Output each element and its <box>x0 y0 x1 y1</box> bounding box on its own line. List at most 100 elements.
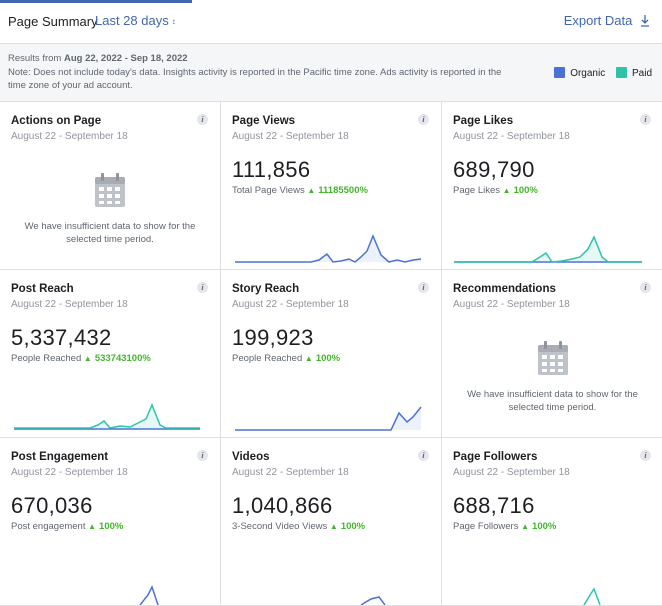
up-arrow-icon: ▲ <box>502 186 511 195</box>
caption-label: People Reached <box>232 353 303 364</box>
info-icon[interactable]: i <box>640 114 651 125</box>
card-date-range: August 22 - September 18 <box>232 131 349 142</box>
metric-caption: People Reached ▲ 100% <box>232 353 340 364</box>
card-date-range: August 22 - September 18 <box>453 467 570 478</box>
legend-organic: Organic <box>554 67 606 79</box>
export-data-label: Export Data <box>563 13 633 28</box>
metric-caption: Page Followers ▲ 100% <box>453 521 556 532</box>
top-bar: Page Summary Last 28 days ↕ Export Data <box>0 0 662 44</box>
card-title: Recommendations <box>453 283 556 295</box>
card-recommendations[interactable]: Recommendations August 22 - September 18… <box>442 270 662 438</box>
info-icon[interactable]: i <box>418 450 429 461</box>
caption-label: Page Followers <box>453 521 519 532</box>
info-icon[interactable]: i <box>418 282 429 293</box>
paid-swatch <box>615 67 627 78</box>
legend-paid: Paid <box>615 67 652 79</box>
paid-area <box>454 237 642 262</box>
caption-label: People Reached <box>11 353 82 364</box>
card-title: Page Followers <box>453 451 538 463</box>
info-icon[interactable]: i <box>418 114 429 125</box>
sparkline-chart <box>583 587 601 605</box>
insufficient-data-message: We have insufficient data to show for th… <box>442 388 662 414</box>
date-range-dropdown[interactable]: Last 28 days ↕ <box>95 13 176 28</box>
card-date-range: August 22 - September 18 <box>11 299 128 310</box>
metric-caption: Post engagement ▲ 100% <box>11 521 123 532</box>
info-icon[interactable]: i <box>640 450 651 461</box>
sparkline-chart <box>235 406 422 431</box>
active-tab-indicator <box>0 0 192 3</box>
metric-caption: 3-Second Video Views ▲ 100% <box>232 521 365 532</box>
dropdown-arrows-icon: ↕ <box>171 17 176 26</box>
info-icon[interactable]: i <box>197 450 208 461</box>
card-title: Actions on Page <box>11 115 102 127</box>
info-bar: Results from Aug 22, 2022 - Sep 18, 2022… <box>0 44 662 102</box>
metric-value: 111,856 <box>232 157 311 182</box>
empty-line-1: We have insufficient data to show for th… <box>24 221 196 232</box>
export-data-link[interactable]: Export Data <box>564 13 650 28</box>
sparkline-chart <box>139 585 159 605</box>
paid-line <box>14 403 200 429</box>
organic-line <box>360 596 386 605</box>
card-title: Page Views <box>232 115 296 127</box>
sparkline-chart <box>454 235 642 263</box>
card-post-engagement[interactable]: Post Engagement August 22 - September 18… <box>0 438 221 606</box>
card-story-reach[interactable]: Story Reach August 22 - September 18 i 1… <box>221 270 442 438</box>
sparkline-chart <box>235 234 422 263</box>
legend-organic-label: Organic <box>570 68 606 79</box>
organic-swatch <box>554 67 566 78</box>
date-range-label: Last 28 days <box>95 13 169 28</box>
up-arrow-icon: ▲ <box>83 354 92 363</box>
metric-value: 5,337,432 <box>11 325 112 350</box>
metric-delta: 100% <box>532 521 557 532</box>
metric-value: 670,036 <box>11 493 93 518</box>
metric-delta: 100% <box>340 521 366 532</box>
paid-line <box>454 235 642 263</box>
info-icon[interactable]: i <box>640 282 651 293</box>
paid-line <box>583 587 601 605</box>
caption-label: Total Page Views <box>232 185 305 196</box>
chart-legend: Organic Paid <box>546 67 652 79</box>
caption-label: Post engagement <box>11 521 86 532</box>
metric-value: 199,923 <box>232 325 314 350</box>
card-actions-on-page[interactable]: Actions on Page August 22 - September 18… <box>0 102 221 270</box>
info-icon[interactable]: i <box>197 114 208 125</box>
metric-delta: 100% <box>315 353 341 364</box>
metric-delta: 533743100% <box>94 353 151 364</box>
metric-delta: 11185500% <box>318 185 368 196</box>
organic-line <box>235 406 422 431</box>
card-page-views[interactable]: Page Views August 22 - September 18 i 11… <box>221 102 442 270</box>
card-title: Post Engagement <box>11 451 109 463</box>
card-page-followers[interactable]: Page Followers August 22 - September 18 … <box>442 438 662 606</box>
metric-delta: 100% <box>99 521 124 532</box>
card-date-range: August 22 - September 18 <box>453 299 570 310</box>
organic-area <box>235 236 421 262</box>
metric-delta: 100% <box>513 185 538 196</box>
card-page-likes[interactable]: Page Likes August 22 - September 18 i 68… <box>442 102 662 270</box>
results-date-range: Aug 22, 2022 - Sep 18, 2022 <box>63 53 188 64</box>
card-date-range: August 22 - September 18 <box>232 467 349 478</box>
page-title: Page Summary <box>8 14 98 29</box>
caption-label: Page Likes <box>453 185 501 196</box>
metric-caption: Page Likes ▲ 100% <box>453 185 538 196</box>
paid-area <box>14 405 200 429</box>
caption-label: 3-Second Video Views <box>232 521 328 532</box>
note-line-2: time zone of your ad account. <box>8 80 133 91</box>
metric-value: 689,790 <box>453 157 535 182</box>
card-date-range: August 22 - September 18 <box>11 467 128 478</box>
metric-value: 688,716 <box>453 493 535 518</box>
up-arrow-icon: ▲ <box>329 522 338 531</box>
metric-caption: Total Page Views ▲ 11185500% <box>232 185 368 196</box>
download-icon <box>641 15 649 27</box>
up-arrow-icon: ▲ <box>304 354 313 363</box>
card-date-range: August 22 - September 18 <box>453 131 570 142</box>
metric-caption: People Reached ▲ 533743100% <box>11 353 151 364</box>
card-title: Page Likes <box>453 115 514 127</box>
organic-line <box>139 585 159 605</box>
card-post-reach[interactable]: Post Reach August 22 - September 18 i 5,… <box>0 270 221 438</box>
results-prefix: Results from <box>8 53 64 64</box>
info-icon[interactable]: i <box>197 282 208 293</box>
organic-area <box>235 407 421 430</box>
metric-value: 1,040,866 <box>232 493 333 518</box>
card-date-range: August 22 - September 18 <box>232 299 349 310</box>
card-videos[interactable]: Videos August 22 - September 18 i 1,040,… <box>221 438 442 606</box>
